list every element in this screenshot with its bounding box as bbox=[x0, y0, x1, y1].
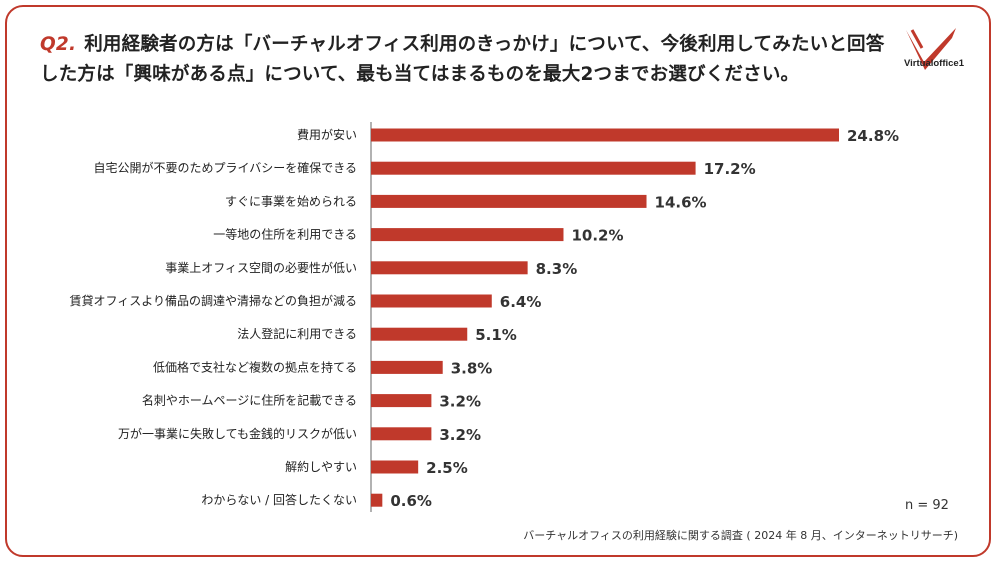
bar bbox=[371, 327, 468, 341]
category-label: 事業上オフィス空間の必要性が低い bbox=[165, 260, 357, 275]
card-frame bbox=[5, 5, 991, 557]
bar bbox=[371, 493, 383, 507]
question-heading: Q2. 利用経験者の方は「バーチャルオフィス利用のきっかけ」について、今後利用して… bbox=[40, 30, 900, 90]
question-number: Q2. bbox=[40, 34, 77, 55]
bar bbox=[371, 228, 564, 242]
question-text: 利用経験者の方は「バーチャルオフィス利用のきっかけ」について、今後利用してみたい… bbox=[40, 34, 885, 85]
category-label: 解約しやすい bbox=[285, 459, 357, 474]
value-label: 17.2% bbox=[704, 160, 756, 178]
source-note: バーチャルオフィスの利用経験に関する調査 ( 2024 年 8 月、インターネッ… bbox=[523, 529, 958, 542]
value-label: 14.6% bbox=[655, 193, 707, 211]
value-label: 8.3% bbox=[536, 260, 578, 278]
bar bbox=[371, 261, 528, 275]
value-label: 6.4% bbox=[500, 293, 542, 311]
bar bbox=[371, 360, 443, 374]
value-label: 3.2% bbox=[439, 393, 481, 411]
category-label: すぐに事業を始められる bbox=[225, 194, 357, 208]
value-label: 0.6% bbox=[390, 492, 432, 510]
category-label: 低価格で支社など複数の拠点を持てる bbox=[153, 359, 357, 374]
category-label: 万が一事業に失敗しても金銭的リスクが低い bbox=[118, 426, 357, 441]
value-label: 24.8% bbox=[847, 127, 899, 145]
bar bbox=[371, 161, 696, 175]
category-label: わからない / 回答したくない bbox=[201, 492, 357, 507]
value-label: 2.5% bbox=[426, 459, 468, 477]
sample-size: n = 92 bbox=[905, 498, 949, 513]
value-label: 3.2% bbox=[439, 426, 481, 444]
category-label: 名刺やホームページに住所を記載できる bbox=[142, 393, 357, 408]
bar bbox=[371, 294, 492, 308]
virtualoffice-logo-icon bbox=[906, 28, 956, 70]
category-label: 一等地の住所を利用できる bbox=[213, 228, 357, 242]
category-label: 費用が安い bbox=[297, 127, 357, 142]
logo-wordmark: Virtualoffice1 bbox=[903, 58, 964, 69]
value-label: 10.2% bbox=[571, 227, 623, 245]
value-label: 3.8% bbox=[451, 359, 493, 377]
bar bbox=[371, 194, 647, 208]
category-label: 自宅公開が不要のためプライバシーを確保できる bbox=[93, 160, 357, 175]
category-label: 賃貸オフィスより備品の調達や清掃などの負担が減る bbox=[69, 293, 357, 308]
value-label: 5.1% bbox=[475, 326, 517, 344]
bar bbox=[371, 128, 839, 142]
category-label: 法人登記に利用できる bbox=[237, 326, 357, 341]
bar bbox=[371, 394, 432, 408]
bar bbox=[371, 427, 432, 441]
bar bbox=[371, 460, 419, 474]
